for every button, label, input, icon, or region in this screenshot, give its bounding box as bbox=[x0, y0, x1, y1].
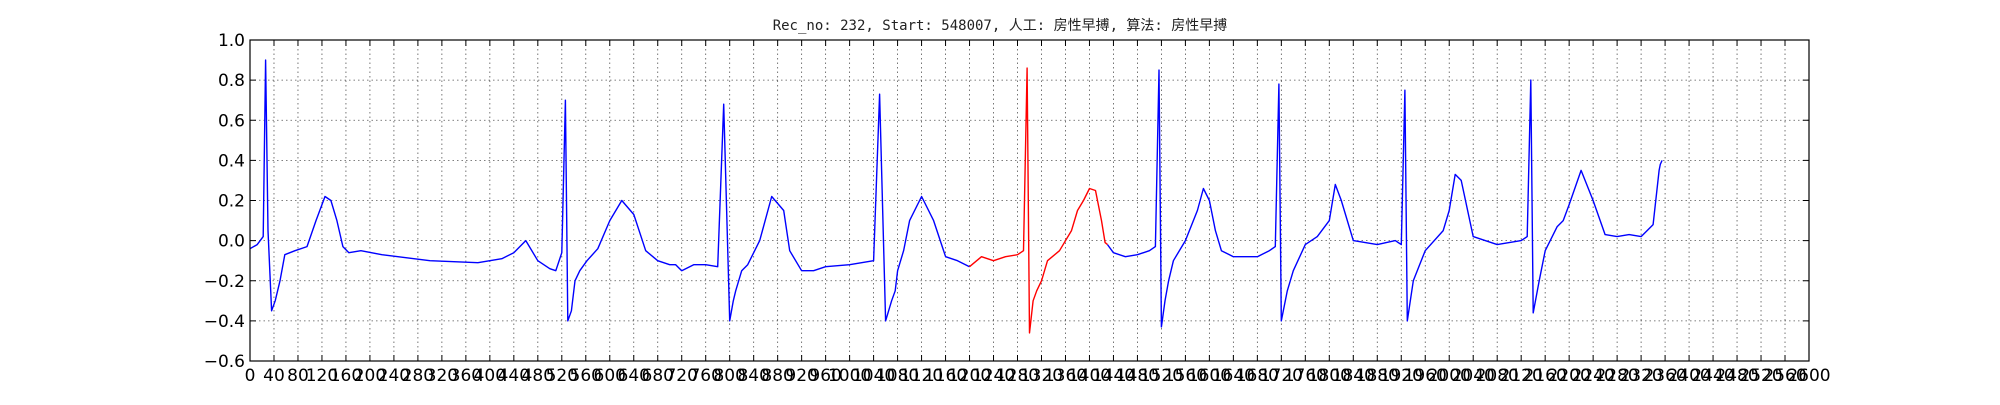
x-tick-label: 920 bbox=[785, 366, 817, 386]
x-tick-label: 680 bbox=[642, 366, 674, 386]
x-tick-label: 440 bbox=[498, 366, 530, 386]
x-tick-label: 1600 bbox=[1188, 366, 1231, 386]
x-tick-label: 1800 bbox=[1308, 366, 1351, 386]
x-tick-label: 280 bbox=[402, 366, 434, 386]
x-tick-label: 1320 bbox=[1020, 366, 1063, 386]
x-tick-label: 720 bbox=[665, 366, 697, 386]
x-tick-label: 80 bbox=[287, 366, 309, 386]
x-tick-label: 1880 bbox=[1356, 366, 1399, 386]
series-layer bbox=[249, 59, 1663, 334]
y-tick-label: 0.2 bbox=[218, 192, 245, 212]
x-tick-label: 1040 bbox=[852, 366, 895, 386]
x-tick-label: 1640 bbox=[1212, 366, 1255, 386]
x-tick-label: 880 bbox=[761, 366, 793, 386]
x-tick-label: 2280 bbox=[1595, 366, 1638, 386]
chart-title: Rec_no: 232, Start: 548007, 人工: 房性早搏, 算法… bbox=[773, 17, 1228, 34]
x-tick-label: 2200 bbox=[1548, 366, 1591, 386]
x-tick-label: 1000 bbox=[828, 366, 871, 386]
x-tick-label: 800 bbox=[713, 366, 745, 386]
y-tick-label: 1.0 bbox=[218, 31, 245, 51]
x-tick-label: 1560 bbox=[1164, 366, 1207, 386]
x-tick-label: 2600 bbox=[1787, 366, 1830, 386]
y-tick-label: 0.6 bbox=[218, 111, 245, 131]
x-tick-label: 1720 bbox=[1260, 366, 1303, 386]
x-tick-label: 1960 bbox=[1404, 366, 1447, 386]
x-tick-label: 2320 bbox=[1619, 366, 1662, 386]
x-tick-label: 200 bbox=[354, 366, 386, 386]
y-tick-label: −0.4 bbox=[204, 312, 245, 332]
x-tick-label: 760 bbox=[689, 366, 721, 386]
x-tick-label: 2120 bbox=[1500, 366, 1543, 386]
y-tick-label: 0.0 bbox=[218, 232, 245, 252]
x-tick-label: 1440 bbox=[1092, 366, 1135, 386]
y-axis: −0.6 −0.4 −0.2 0.0 0.2 0.4 0.6 0.8 1.0 bbox=[204, 31, 1809, 372]
x-tick-label: 560 bbox=[570, 366, 602, 386]
x-tick-label: 480 bbox=[522, 366, 554, 386]
x-tick-label: 1240 bbox=[972, 366, 1015, 386]
x-tick-label: 1680 bbox=[1236, 366, 1279, 386]
x-tick-label: 1120 bbox=[900, 366, 943, 386]
x-tick-label: 160 bbox=[330, 366, 362, 386]
ecg-series-3 bbox=[1106, 69, 1663, 328]
x-tick-label: 520 bbox=[546, 366, 578, 386]
x-tick-label: 1480 bbox=[1116, 366, 1159, 386]
ecg-series-2 bbox=[969, 67, 1108, 334]
x-tick-label: 1760 bbox=[1284, 366, 1327, 386]
x-tick-label: 0 bbox=[245, 366, 256, 386]
x-tick-label: 400 bbox=[474, 366, 506, 386]
y-tick-label: −0.2 bbox=[204, 272, 245, 292]
x-tick-label: 2400 bbox=[1667, 366, 1710, 386]
x-tick-label: 2480 bbox=[1715, 366, 1758, 386]
x-tick-label: 1400 bbox=[1068, 366, 1111, 386]
x-tick-label: 2040 bbox=[1452, 366, 1495, 386]
x-tick-label: 1200 bbox=[948, 366, 991, 386]
ecg-series-1 bbox=[249, 59, 970, 322]
x-tick-label: 2160 bbox=[1524, 366, 1567, 386]
x-tick-label: 2000 bbox=[1428, 366, 1471, 386]
x-tick-label: 40 bbox=[263, 366, 285, 386]
x-tick-label: 2360 bbox=[1643, 366, 1686, 386]
x-tick-label: 1920 bbox=[1380, 366, 1423, 386]
x-tick-label: 600 bbox=[594, 366, 626, 386]
x-tick-label: 2560 bbox=[1763, 366, 1806, 386]
y-tick-label: 0.4 bbox=[218, 151, 245, 171]
x-tick-label: 120 bbox=[306, 366, 338, 386]
x-tick-label: 840 bbox=[737, 366, 769, 386]
x-tick-label: 1080 bbox=[876, 366, 919, 386]
x-tick-label: 240 bbox=[378, 366, 410, 386]
x-tick-label: 360 bbox=[450, 366, 482, 386]
x-tick-label: 1160 bbox=[924, 366, 967, 386]
x-tick-label: 320 bbox=[426, 366, 458, 386]
x-tick-label: 1840 bbox=[1332, 366, 1375, 386]
x-tick-label: 640 bbox=[618, 366, 650, 386]
x-tick-label: 2440 bbox=[1691, 366, 1734, 386]
x-tick-label: 1520 bbox=[1140, 366, 1183, 386]
x-tick-label: 1280 bbox=[996, 366, 1039, 386]
x-tick-label: 1360 bbox=[1044, 366, 1087, 386]
x-tick-label: 960 bbox=[809, 366, 841, 386]
x-tick-label: 2520 bbox=[1739, 366, 1782, 386]
y-tick-label: 0.8 bbox=[218, 71, 245, 91]
x-tick-label: 2240 bbox=[1572, 366, 1615, 386]
x-axis: 0 40 8012016020024028032036040044048052056… bbox=[245, 40, 1831, 386]
y-tick-label: −0.6 bbox=[204, 352, 245, 372]
x-tick-label: 2080 bbox=[1476, 366, 1519, 386]
